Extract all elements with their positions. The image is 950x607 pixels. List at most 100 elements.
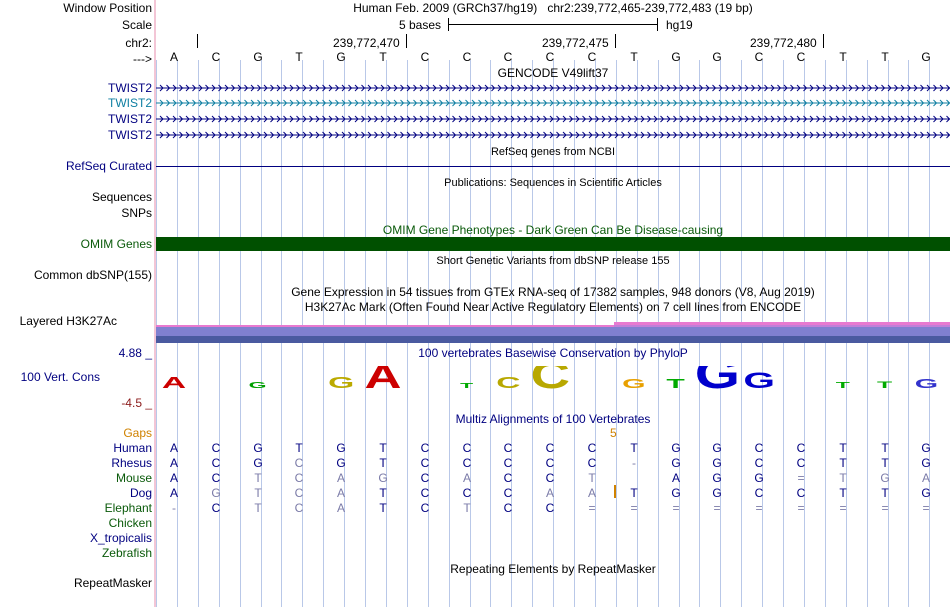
species-label-zebrafish[interactable]: Zebrafish (101, 546, 152, 560)
gtex-title: Gene Expression in 54 tissues from GTEx … (291, 285, 815, 299)
aligned-base: G (712, 456, 722, 470)
aligned-base: A (545, 486, 554, 500)
aligned-base: T (379, 456, 387, 470)
aligned-base: G (880, 471, 890, 485)
aligned-base: C (420, 456, 430, 470)
reference-base: G (921, 50, 931, 64)
aligned-base: G (754, 471, 764, 485)
omim-gene-bar[interactable] (156, 237, 950, 251)
track-label-snps[interactable]: SNPs (121, 206, 152, 220)
aligned-base: - (172, 501, 176, 515)
dbsnp-title: Short Genetic Variants from dbSNP releas… (436, 255, 670, 267)
multiz-gap-count: 5 (610, 426, 617, 440)
transcript-twist2-2[interactable] (156, 99, 950, 107)
track-label-repeatmasker[interactable]: RepeatMasker (73, 576, 152, 590)
aligned-base: G (921, 486, 931, 500)
track-label-twist2-3[interactable]: TWIST2 (108, 112, 152, 126)
track-label-sequences[interactable]: Sequences (91, 190, 152, 204)
multiz-gaps-label: Gaps (123, 426, 152, 440)
phylop-letter: A (365, 366, 402, 396)
reference-base: G (712, 50, 722, 64)
ruler-tick (823, 34, 824, 48)
ruler-coord-1: 239,772,470 (333, 36, 400, 50)
aligned-base: C (545, 501, 555, 515)
reference-base: C (211, 50, 221, 64)
aligned-base: C (754, 486, 764, 500)
species-label-rhesus[interactable]: Rhesus (111, 456, 152, 470)
aligned-base: T (881, 486, 889, 500)
aligned-base: C (462, 456, 472, 470)
aligned-base: C (420, 486, 430, 500)
track-label-refseq[interactable]: RefSeq Curated (65, 159, 152, 173)
track-label-h3k27ac[interactable]: Layered H3K27Ac (19, 314, 117, 328)
aligned-base: T (839, 456, 847, 470)
aligned-base: C (796, 486, 806, 500)
aligned-base: = (797, 501, 805, 515)
aligned-base: G (378, 471, 388, 485)
aligned-base: A (336, 486, 345, 500)
aligned-base: = (922, 501, 930, 515)
aligned-base: = (672, 501, 680, 515)
aligned-base: G (921, 441, 931, 455)
gencode-title: GENCODE V49lift37 (497, 66, 609, 80)
phylop-letter: G (622, 376, 645, 391)
refseq-gene-line[interactable] (156, 166, 950, 167)
track-label-twist2-1[interactable]: TWIST2 (108, 81, 152, 95)
strand-arrow-label: ---> (133, 52, 152, 66)
species-label-mouse[interactable]: Mouse (115, 471, 152, 485)
aligned-base: G (921, 456, 931, 470)
species-label-x_tropicalis[interactable]: X_tropicalis (89, 531, 152, 545)
species-label-dog[interactable]: Dog (129, 486, 152, 500)
aligned-base: C (294, 471, 304, 485)
aligned-base: T (379, 441, 387, 455)
aligned-base: T (881, 441, 889, 455)
phylop-letter: T (877, 380, 893, 390)
aligned-base: G (671, 456, 681, 470)
aligned-base: = (839, 501, 847, 515)
aligned-base: G (336, 441, 346, 455)
gencode-transcripts[interactable] (156, 80, 950, 160)
reference-base: T (839, 50, 847, 64)
track-label-dbsnp[interactable]: Common dbSNP(155) (33, 268, 152, 282)
aligned-base: T (839, 486, 847, 500)
aligned-base: C (420, 441, 430, 455)
aligned-base: G (712, 486, 722, 500)
aligned-base: = (588, 501, 596, 515)
aligned-base: C (545, 441, 555, 455)
aligned-base: A (169, 456, 178, 470)
window-position-text: Human Feb. 2009 (GRCh37/hg19) chr2:239,7… (156, 1, 950, 15)
aligned-base: G (253, 441, 263, 455)
species-label-chicken[interactable]: Chicken (108, 516, 152, 530)
track-label-twist2-2[interactable]: TWIST2 (108, 96, 152, 110)
ruler-coord-2: 239,772,475 (542, 36, 609, 50)
aligned-base: T (630, 486, 638, 500)
phylop-letter: T (460, 382, 473, 390)
reference-base: C (503, 50, 513, 64)
transcript-twist2-3[interactable] (156, 115, 950, 123)
aligned-base: C (587, 456, 597, 470)
aligned-base: A (462, 471, 471, 485)
aligned-base: G (712, 471, 722, 485)
reference-base: C (420, 50, 430, 64)
aligned-base: = (755, 501, 763, 515)
track-label-omim[interactable]: OMIM Genes (80, 237, 152, 251)
h3k27ac-signal[interactable] (156, 321, 950, 343)
phylop-letter: C (530, 366, 570, 396)
repeatmasker-title: Repeating Elements by RepeatMasker (450, 562, 656, 576)
track-display-area[interactable]: Human Feb. 2009 (GRCh37/hg19) chr2:239,7… (156, 0, 950, 607)
aligned-base: A (169, 441, 178, 455)
transcript-twist2-1[interactable] (156, 84, 950, 92)
phylop-letter: T (836, 380, 851, 389)
aligned-base: G (336, 456, 346, 470)
aligned-base: C (754, 456, 764, 470)
track-label-twist2-4[interactable]: TWIST2 (108, 128, 152, 142)
reference-base: C (587, 50, 597, 64)
species-label-elephant[interactable]: Elephant (104, 501, 152, 515)
transcript-twist2-4[interactable] (156, 131, 950, 139)
track-label-cons[interactable]: 100 Vert. Cons (20, 370, 100, 384)
multiz-title: Multiz Alignments of 100 Vertebrates (455, 412, 651, 426)
aligned-base: C (211, 471, 221, 485)
species-label-human[interactable]: Human (113, 441, 152, 455)
